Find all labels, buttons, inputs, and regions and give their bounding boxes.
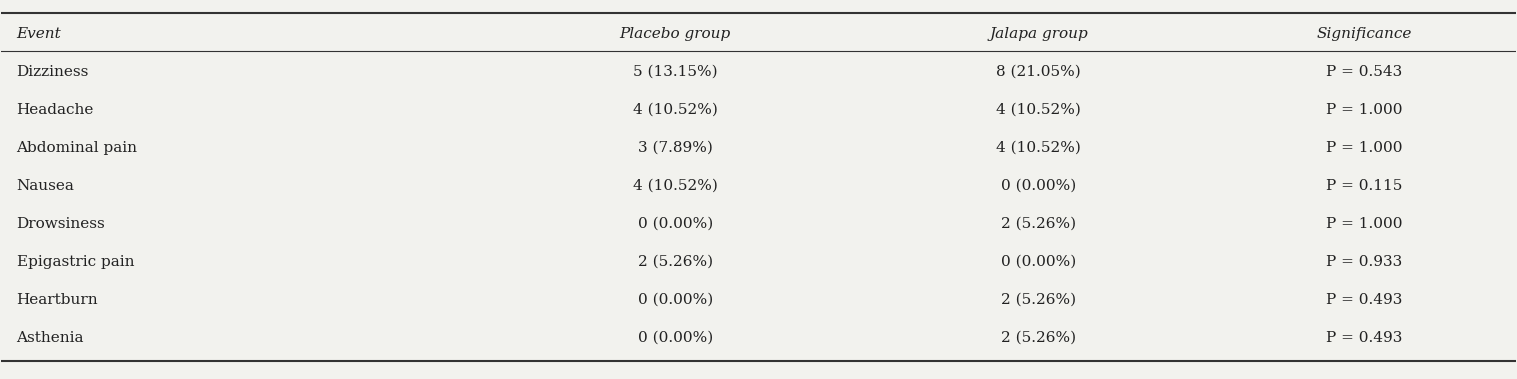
- Text: Abdominal pain: Abdominal pain: [17, 141, 138, 155]
- Text: 2 (5.26%): 2 (5.26%): [1001, 217, 1076, 231]
- Text: 0 (0.00%): 0 (0.00%): [637, 293, 713, 307]
- Text: Asthenia: Asthenia: [17, 331, 83, 345]
- Text: Epigastric pain: Epigastric pain: [17, 255, 133, 269]
- Text: 0 (0.00%): 0 (0.00%): [1001, 255, 1076, 269]
- Text: Heartburn: Heartburn: [17, 293, 99, 307]
- Text: Placebo group: Placebo group: [619, 27, 731, 41]
- Text: P = 1.000: P = 1.000: [1326, 141, 1402, 155]
- Text: Nausea: Nausea: [17, 179, 74, 193]
- Text: 8 (21.05%): 8 (21.05%): [997, 64, 1082, 78]
- Text: P = 0.933: P = 0.933: [1326, 255, 1402, 269]
- Text: Jalapa group: Jalapa group: [989, 27, 1088, 41]
- Text: P = 0.493: P = 0.493: [1326, 293, 1402, 307]
- Text: 4 (10.52%): 4 (10.52%): [633, 179, 718, 193]
- Text: 0 (0.00%): 0 (0.00%): [637, 217, 713, 231]
- Text: P = 0.543: P = 0.543: [1326, 64, 1402, 78]
- Text: 2 (5.26%): 2 (5.26%): [637, 255, 713, 269]
- Text: 4 (10.52%): 4 (10.52%): [997, 103, 1082, 117]
- Text: 4 (10.52%): 4 (10.52%): [997, 141, 1082, 155]
- Text: 2 (5.26%): 2 (5.26%): [1001, 293, 1076, 307]
- Text: Dizziness: Dizziness: [17, 64, 90, 78]
- Text: Event: Event: [17, 27, 61, 41]
- Text: P = 0.493: P = 0.493: [1326, 331, 1402, 345]
- Text: Drowsiness: Drowsiness: [17, 217, 105, 231]
- Text: 5 (13.15%): 5 (13.15%): [633, 64, 718, 78]
- Text: 2 (5.26%): 2 (5.26%): [1001, 331, 1076, 345]
- Text: 0 (0.00%): 0 (0.00%): [1001, 179, 1076, 193]
- Text: 4 (10.52%): 4 (10.52%): [633, 103, 718, 117]
- Text: Significance: Significance: [1317, 27, 1412, 41]
- Text: Headache: Headache: [17, 103, 94, 117]
- Text: P = 1.000: P = 1.000: [1326, 103, 1402, 117]
- Text: 3 (7.89%): 3 (7.89%): [637, 141, 713, 155]
- Text: 0 (0.00%): 0 (0.00%): [637, 331, 713, 345]
- Text: P = 1.000: P = 1.000: [1326, 217, 1402, 231]
- Text: P = 0.115: P = 0.115: [1326, 179, 1402, 193]
